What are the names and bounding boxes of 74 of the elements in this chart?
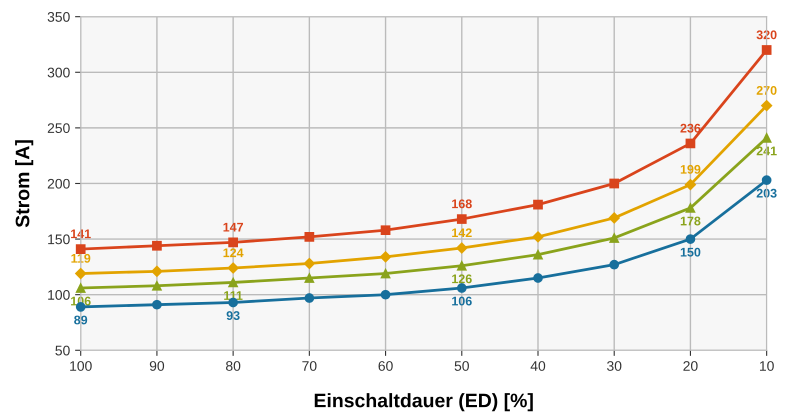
point — [456, 260, 467, 271]
data-label: 236 — [680, 124, 700, 133]
point — [761, 100, 772, 112]
point — [532, 231, 544, 242]
data-label: 199 — [680, 164, 700, 174]
point — [609, 260, 620, 270]
point — [152, 240, 162, 251]
y-tick-label: 250 — [48, 123, 70, 134]
data-label: 141 — [71, 230, 91, 238]
x-tick-label: 80 — [226, 361, 240, 371]
data-label: 203 — [756, 188, 777, 198]
y-tick-label: 350 — [48, 12, 70, 22]
data-label: 142 — [452, 228, 472, 238]
x-tick-label: 10 — [760, 361, 774, 371]
point — [380, 225, 390, 236]
data-label: 89 — [74, 316, 88, 324]
point — [684, 178, 696, 190]
point — [152, 280, 162, 291]
data-label: 124 — [223, 248, 244, 258]
x-tick-label: 70 — [302, 361, 317, 371]
y-tick-label: 300 — [48, 68, 70, 78]
x-tick-label: 20 — [683, 361, 698, 371]
point — [75, 268, 86, 280]
point — [686, 138, 696, 148]
point — [609, 178, 620, 188]
point — [151, 266, 163, 277]
point — [762, 175, 772, 186]
data-label: 168 — [452, 199, 472, 208]
data-label: 178 — [680, 216, 700, 226]
point — [762, 133, 772, 143]
point — [380, 290, 390, 300]
point — [228, 238, 238, 248]
y-tick-label: 150 — [48, 234, 70, 244]
point — [152, 300, 162, 310]
x-tick-label: 50 — [454, 361, 469, 371]
point — [533, 250, 543, 260]
point — [228, 278, 238, 288]
y-tick-label: 200 — [48, 178, 70, 189]
point — [304, 293, 314, 303]
x-axis-title: Einschaltdauer (ED) [%] — [314, 393, 533, 412]
data-label: 147 — [223, 222, 244, 232]
data-label: 93 — [226, 311, 240, 320]
point — [380, 251, 392, 262]
x-tick-label: 60 — [378, 361, 393, 371]
x-tick-label: 90 — [150, 361, 164, 371]
data-label: 270 — [756, 86, 777, 95]
point — [456, 242, 468, 254]
data-label: 320 — [756, 30, 777, 40]
point — [304, 232, 314, 242]
y-tick-label: 50 — [55, 346, 70, 356]
x-tick-label: 100 — [70, 361, 92, 371]
point — [533, 273, 543, 283]
point — [304, 258, 315, 270]
point — [686, 234, 696, 244]
y-axis-title: Strom [A] — [15, 140, 34, 228]
point — [609, 233, 620, 243]
point — [380, 268, 390, 278]
point — [686, 203, 696, 213]
point — [533, 200, 543, 210]
point — [456, 214, 467, 224]
data-label: 241 — [756, 146, 777, 156]
point — [608, 212, 620, 224]
point — [456, 283, 467, 293]
x-tick-label: 40 — [530, 361, 546, 371]
point — [762, 45, 772, 55]
point — [76, 244, 86, 254]
point — [304, 273, 314, 283]
x-tick-label: 30 — [607, 361, 622, 371]
data-label: 106 — [452, 296, 472, 306]
y-tick-label: 100 — [48, 290, 70, 300]
data-label: 150 — [680, 248, 700, 257]
point — [228, 262, 239, 274]
point — [76, 283, 86, 293]
data-label: 126 — [452, 274, 472, 284]
